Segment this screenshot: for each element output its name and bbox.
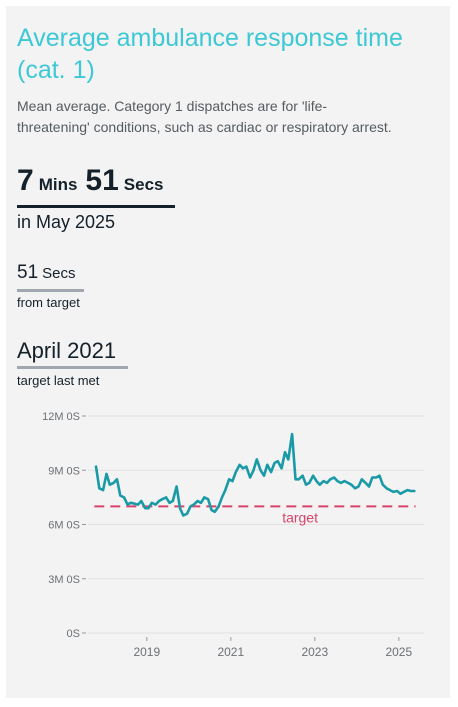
- y-tick-label: 3M 0S: [48, 574, 80, 586]
- from-target-caption: from target: [17, 295, 80, 310]
- x-tick-label: 2019: [133, 645, 160, 659]
- from-target-underline: [17, 289, 84, 292]
- page-subtitle: Mean average. Category 1 dispatches are …: [17, 98, 392, 135]
- x-tick-label: 2023: [301, 645, 328, 659]
- current-caption: in May 2025: [17, 212, 116, 232]
- page-title: Average ambulance response time (cat. 1): [17, 24, 403, 84]
- current-mins-unit: Mins: [38, 175, 78, 194]
- last-met-caption: target last met: [17, 373, 100, 388]
- x-tick-label: 2021: [217, 645, 244, 659]
- response-time-series-line: [94, 432, 416, 517]
- current-secs-value: 51: [85, 164, 119, 197]
- y-tick-label: 9M 0S: [48, 465, 80, 477]
- from-target-value: 51: [17, 262, 39, 283]
- last-met-underline: [17, 366, 128, 369]
- x-tick-label: 2025: [385, 645, 412, 659]
- current-mins-value: 7: [17, 164, 34, 197]
- y-tick-label: 0S: [67, 628, 80, 640]
- chart-card: [6, 6, 450, 698]
- target-label: target: [282, 509, 318, 525]
- from-target-stat: 51 Secs: [17, 262, 76, 284]
- last-met-value: April 2021: [17, 338, 117, 363]
- from-target-unit: Secs: [42, 265, 76, 282]
- y-tick-label: 12M 0S: [42, 411, 80, 423]
- current-underline: [17, 205, 175, 208]
- current-response-time: 7 Mins 51 Secs: [17, 164, 172, 198]
- current-secs-unit: Secs: [123, 175, 164, 194]
- y-tick-label: 6M 0S: [48, 520, 80, 532]
- response-time-chart: 0S 3M 0S 6M 0S 9M 0S 12M 0S 2019 2021 2023 2025 t…: [42, 411, 424, 659]
